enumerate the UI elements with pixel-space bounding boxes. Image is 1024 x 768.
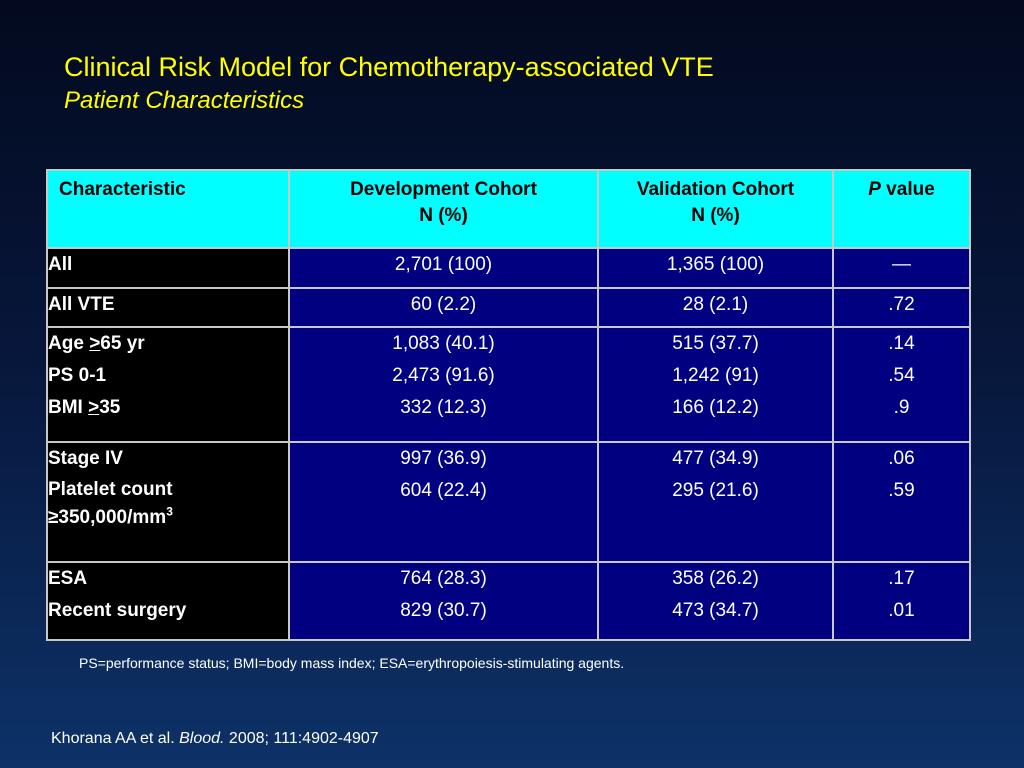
patient-characteristics-table: Characteristic Development Cohort N (%) … (46, 169, 971, 641)
cell-val-stage-platelet: 477 (34.9) 295 (21.6) (597, 441, 834, 563)
abbreviations-footnote: PS=performance status; BMI=body mass ind… (79, 655, 625, 671)
table-row: Stage IV Platelet count ≥350,000/mm3 997… (46, 441, 971, 563)
slide-title: Clinical Risk Model for Chemotherapy-ass… (64, 52, 714, 82)
citation-journal: Blood. (179, 730, 225, 747)
cell-val-esa-surgery: 358 (26.2) 473 (34.7) (597, 561, 834, 641)
cell-p-esa-surgery: .17 .01 (832, 561, 971, 641)
cell-dev-all: 2,701 (100) (288, 247, 599, 289)
cell-p-age-ps-bmi: .14 .54 .9 (832, 326, 971, 443)
row-label-esa-surgery: ESA Recent surgery (46, 561, 290, 641)
label-platelet-threshold: ≥350,000/mm3 (48, 504, 173, 528)
cell-dev-stage-platelet: 997 (36.9) 604 (22.4) (288, 441, 599, 563)
label-age: Age >65 yr (48, 333, 145, 354)
cell-p-stage-platelet: .06 .59 (832, 441, 971, 563)
header-validation-cohort-unit: N (%) (691, 205, 740, 226)
table-row: All 2,701 (100) 1,365 (100) — (46, 247, 971, 289)
row-label-age-ps-bmi: Age >65 yr PS 0-1 BMI >35 (46, 326, 290, 443)
label-stage: Stage IV (48, 448, 123, 469)
header-validation-cohort-title: Validation Cohort (636, 179, 795, 200)
label-bmi: BMI >35 (48, 397, 121, 418)
citation: Khorana AA et al. Blood. 2008; 111:4902-… (51, 730, 379, 748)
label-esa: ESA (48, 568, 88, 589)
header-p-rest: value (880, 179, 935, 200)
label-ps: PS 0-1 (48, 365, 107, 386)
label-surgery: Recent surgery (48, 600, 187, 621)
cell-p-all: — (832, 247, 971, 289)
cell-dev-age-ps-bmi: 1,083 (40.1) 2,473 (91.6) 332 (12.3) (288, 326, 599, 443)
slide-subtitle: Patient Characteristics (64, 87, 305, 114)
row-label-stage-platelet: Stage IV Platelet count ≥350,000/mm3 (46, 441, 290, 563)
cell-val-all: 1,365 (100) (597, 247, 834, 289)
header-development-cohort-unit: N (%) (419, 205, 468, 226)
label-platelet: Platelet count (48, 479, 173, 500)
cell-p-all-vte: .72 (832, 287, 971, 328)
table-row: ESA Recent surgery 764 (28.3) 829 (30.7)… (46, 561, 971, 641)
row-label-all-vte: All VTE (46, 287, 290, 328)
header-validation-cohort: Validation Cohort N (%) (597, 169, 834, 249)
row-label-all: All (46, 247, 290, 289)
header-characteristic: Characteristic (46, 169, 290, 249)
citation-authors: Khorana AA et al. (51, 730, 180, 747)
header-p-italic: P (868, 179, 881, 200)
table-row: All VTE 60 (2.2) 28 (2.1) .72 (46, 287, 971, 328)
header-development-cohort-title: Development Cohort (350, 179, 537, 200)
cell-dev-all-vte: 60 (2.2) (288, 287, 599, 328)
citation-details: 2008; 111:4902-4907 (224, 730, 379, 747)
header-development-cohort: Development Cohort N (%) (288, 169, 599, 249)
cell-val-all-vte: 28 (2.1) (597, 287, 834, 328)
cell-val-age-ps-bmi: 515 (37.7) 1,242 (91) 166 (12.2) (597, 326, 834, 443)
header-p-value: P value (832, 169, 971, 249)
table-header-row: Characteristic Development Cohort N (%) … (46, 169, 971, 249)
cell-dev-esa-surgery: 764 (28.3) 829 (30.7) (288, 561, 599, 641)
table-row: Age >65 yr PS 0-1 BMI >35 1,083 (40.1) 2… (46, 326, 971, 443)
